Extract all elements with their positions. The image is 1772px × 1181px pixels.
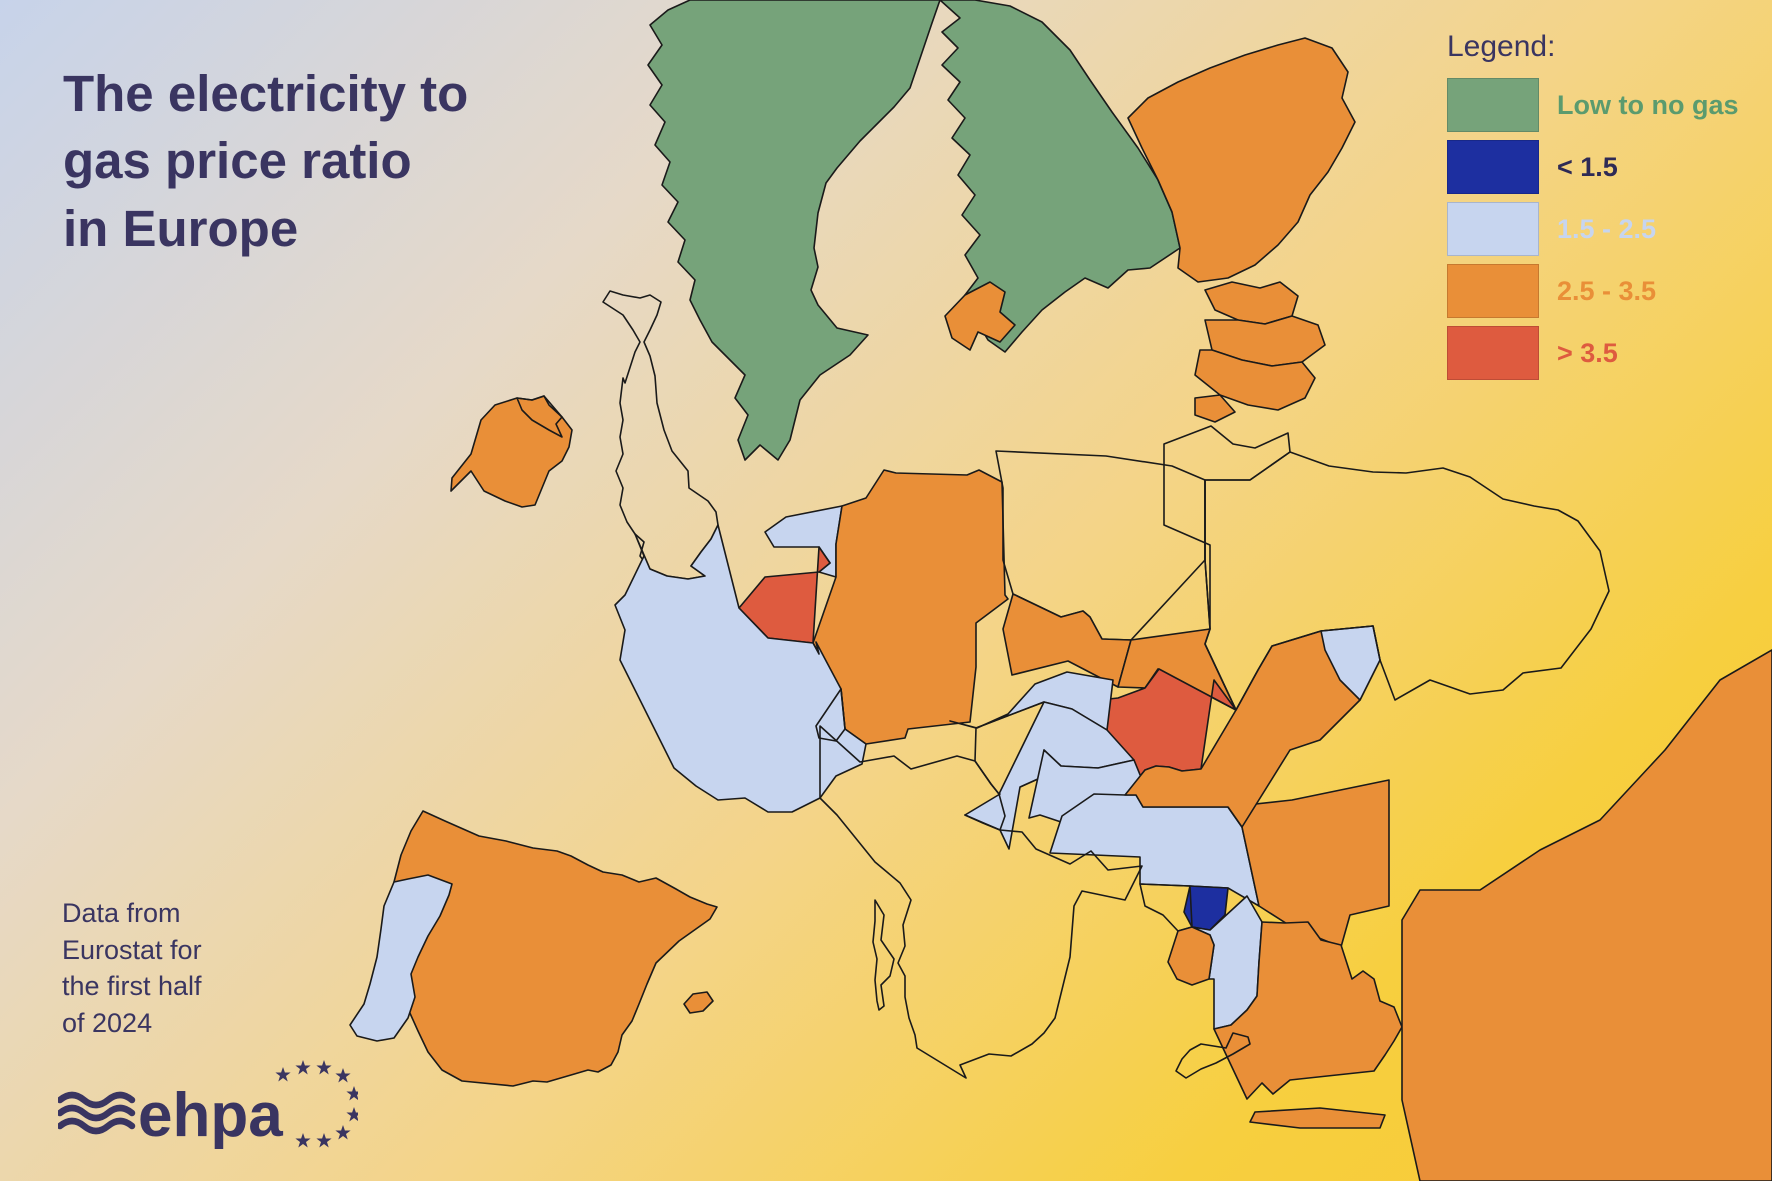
svg-text:ehpa: ehpa [138,1081,283,1150]
